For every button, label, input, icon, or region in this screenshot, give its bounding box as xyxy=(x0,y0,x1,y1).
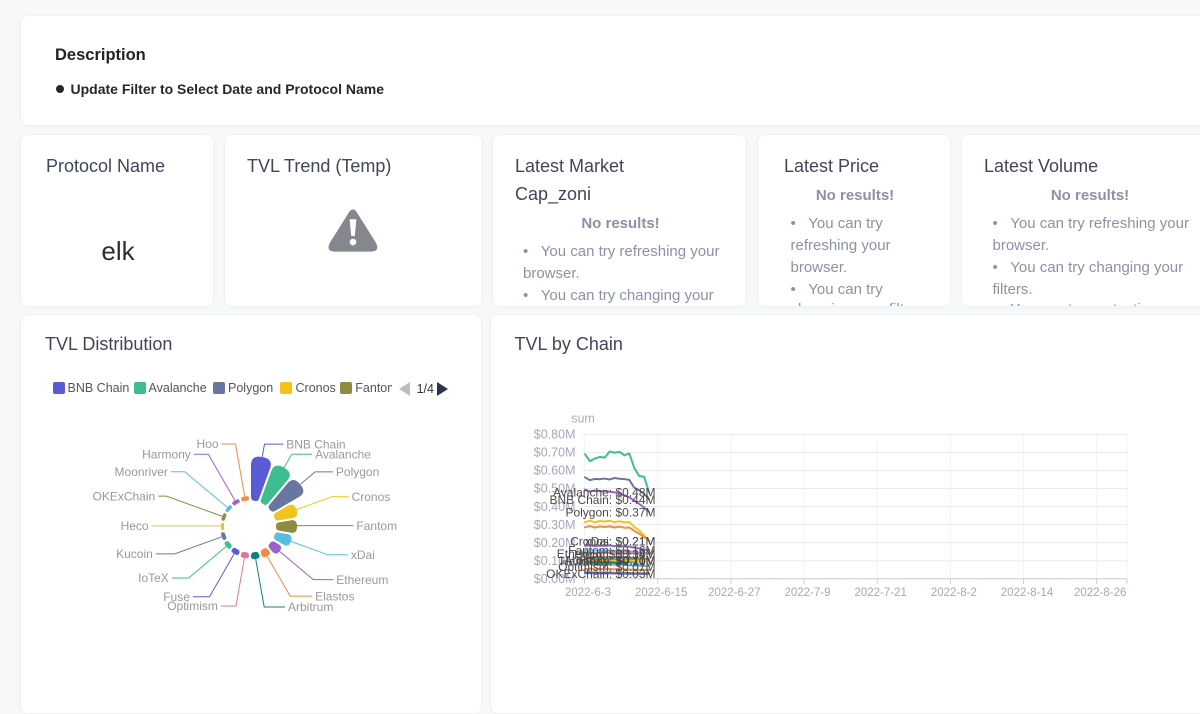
svg-text:2022-8-2: 2022-8-2 xyxy=(931,587,977,599)
svg-text:$0.30M: $0.30M xyxy=(534,518,576,532)
svg-text:2022-6-27: 2022-6-27 xyxy=(708,587,760,599)
svg-text:$0.80M: $0.80M xyxy=(534,428,576,442)
svg-text:xDai: $0.21M: xDai: $0.21M xyxy=(585,534,656,548)
svg-text:2022-7-21: 2022-7-21 xyxy=(854,587,906,599)
svg-text:Cronos: $0.21M: Cronos: $0.21M xyxy=(570,534,655,548)
svg-text:$0.50M: $0.50M xyxy=(534,482,576,496)
svg-text:BNB Chain: BNB Chain xyxy=(286,437,345,451)
svg-text:Fantom: $0.16M: Fantom: $0.16M xyxy=(568,544,655,558)
svg-text:2022-8-26: 2022-8-26 xyxy=(1074,587,1126,599)
svg-text:$0.70M: $0.70M xyxy=(534,446,576,460)
svg-text:Fuse: Fuse xyxy=(163,590,190,604)
svg-text:sum: sum xyxy=(571,412,595,426)
svg-text:$0.00M: $0.00M xyxy=(534,572,576,586)
svg-text:Optimism: $0.07M: Optimism: $0.07M xyxy=(558,560,655,574)
svg-text:Hoo: Hoo xyxy=(196,437,218,451)
svg-text:Ethereum: Ethereum xyxy=(336,573,388,587)
svg-text:Avalanche: $0.48M: Avalanche: $0.48M xyxy=(553,486,656,500)
svg-text:Heco: Heco xyxy=(121,519,149,533)
svg-text:IoTeX: $0.10M: IoTeX: $0.10M xyxy=(578,554,655,568)
svg-text:OKExChain: OKExChain xyxy=(92,489,155,503)
svg-text:Arbitrum: $0.11M: Arbitrum: $0.11M xyxy=(564,553,655,567)
svg-text:$0.40M: $0.40M xyxy=(534,500,576,514)
svg-text:2022-6-15: 2022-6-15 xyxy=(635,587,687,599)
svg-text:Heco: $0.138M: Heco: $0.138M xyxy=(574,547,655,561)
svg-text:$0.20M: $0.20M xyxy=(534,536,576,550)
svg-text:Cronos: Cronos xyxy=(352,490,391,504)
svg-text:Elastos: Elastos xyxy=(315,589,354,603)
svg-text:Harmony: Harmony xyxy=(142,447,191,461)
svg-text:Polygon: $0.37M: Polygon: $0.37M xyxy=(565,506,655,520)
svg-text:2022-6-3: 2022-6-3 xyxy=(565,587,611,599)
svg-text:2022-7-9: 2022-7-9 xyxy=(784,587,830,599)
svg-text:IoTeX: IoTeX xyxy=(138,571,169,585)
svg-text:Kucoin: Kucoin xyxy=(116,547,153,561)
svg-text:Avalanche: Avalanche xyxy=(315,448,371,462)
svg-text:$0.60M: $0.60M xyxy=(534,464,576,478)
svg-text:Fantom: Fantom xyxy=(356,519,397,533)
svg-text:Harmony: $0.10M: Harmony: $0.10M xyxy=(560,555,655,569)
svg-text:OKExChain: $0.03M: OKExChain: $0.03M xyxy=(546,567,655,581)
svg-text:xDai: xDai xyxy=(351,548,375,562)
svg-text:Moonriver: Moonriver xyxy=(115,465,168,479)
svg-text:$0.10M: $0.10M xyxy=(534,554,576,568)
svg-text:Optimism: Optimism xyxy=(167,599,218,613)
svg-text:Ethereum: $0.14M: Ethereum: $0.14M xyxy=(557,547,656,561)
svg-text:BNB Chain: $0.44M: BNB Chain: $0.44M xyxy=(549,493,655,507)
svg-text:Arbitrum: Arbitrum xyxy=(288,600,333,614)
svg-text:Polygon: Polygon xyxy=(336,465,379,479)
svg-text:2022-8-14: 2022-8-14 xyxy=(1001,587,1054,599)
